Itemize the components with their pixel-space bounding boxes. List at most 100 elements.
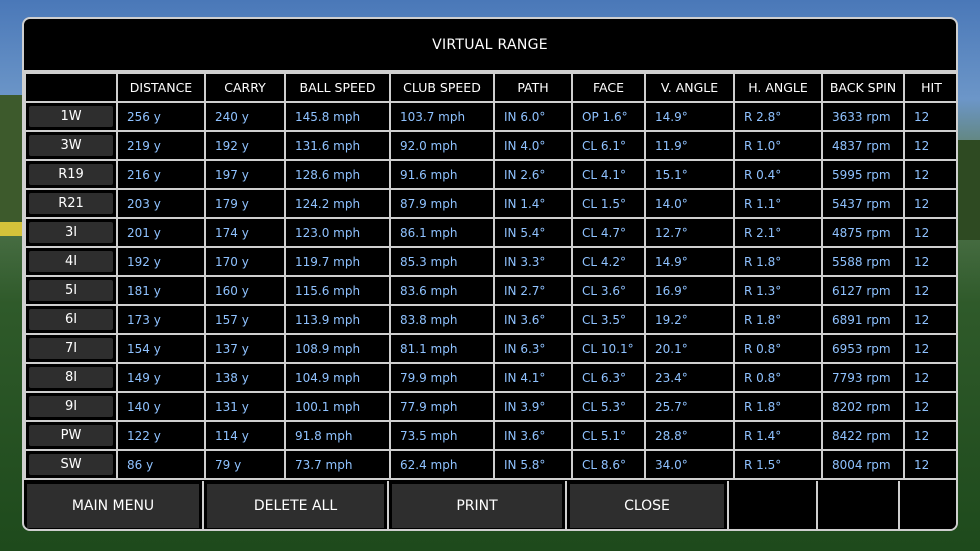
club-cell: 5I (24, 275, 118, 306)
carry-cell: 170 y (204, 246, 286, 277)
v-angle-cell: 34.0° (644, 449, 735, 480)
ball-speed-cell: 108.9 mph (284, 333, 391, 364)
back-spin-cell: 8004 rpm (821, 449, 905, 480)
distance-cell: 154 y (116, 333, 206, 364)
hit-cell: 12 (903, 391, 956, 422)
h-angle-cell: R 1.8° (733, 246, 823, 277)
path-cell: IN 6.3° (493, 333, 573, 364)
table-row: SW 86 y 79 y 73.7 mph 62.4 mph IN 5.8° CL 8.6°… (24, 449, 956, 480)
virtual-range-panel: VIRTUAL RANGE DISTANCE CARRY BALL SPEED … (22, 17, 958, 531)
h-angle-cell: R 1.0° (733, 130, 823, 161)
header-club (24, 72, 118, 103)
club-cell: SW (24, 449, 118, 480)
distance-cell: 181 y (116, 275, 206, 306)
club-cell: 9I (24, 391, 118, 422)
v-angle-cell: 23.4° (644, 362, 735, 393)
face-cell: CL 6.1° (571, 130, 646, 161)
path-cell: IN 2.6° (493, 159, 573, 190)
table-header-row: DISTANCE CARRY BALL SPEED CLUB SPEED PAT… (24, 72, 956, 103)
club-button[interactable]: 7I (29, 338, 113, 359)
face-cell: CL 6.3° (571, 362, 646, 393)
path-cell: IN 3.6° (493, 420, 573, 451)
club-speed-cell: 62.4 mph (389, 449, 495, 480)
close-cell: CLOSE (567, 481, 729, 529)
header-h-angle: H. ANGLE (733, 72, 823, 103)
back-spin-cell: 6891 rpm (821, 304, 905, 335)
h-angle-cell: R 1.8° (733, 304, 823, 335)
path-cell: IN 5.4° (493, 217, 573, 248)
v-angle-cell: 14.0° (644, 188, 735, 219)
face-cell: CL 1.5° (571, 188, 646, 219)
path-cell: IN 4.0° (493, 130, 573, 161)
path-cell: IN 3.9° (493, 391, 573, 422)
back-spin-cell: 8202 rpm (821, 391, 905, 422)
h-angle-cell: R 2.1° (733, 217, 823, 248)
club-cell: R19 (24, 159, 118, 190)
empty-footer-cell (818, 481, 900, 529)
v-angle-cell: 28.8° (644, 420, 735, 451)
face-cell: CL 8.6° (571, 449, 646, 480)
v-angle-cell: 12.7° (644, 217, 735, 248)
v-angle-cell: 25.7° (644, 391, 735, 422)
h-angle-cell: R 2.8° (733, 101, 823, 132)
club-button[interactable]: 5I (29, 280, 113, 301)
club-button[interactable]: 3I (29, 222, 113, 243)
club-button[interactable]: R21 (29, 193, 113, 214)
close-button[interactable]: CLOSE (570, 484, 724, 528)
v-angle-cell: 15.1° (644, 159, 735, 190)
club-button[interactable]: 1W (29, 106, 113, 127)
table-row: 9I 140 y 131 y 100.1 mph 77.9 mph IN 3.9° CL 5… (24, 391, 956, 422)
ball-speed-cell: 131.6 mph (284, 130, 391, 161)
back-spin-cell: 6127 rpm (821, 275, 905, 306)
face-cell: CL 4.1° (571, 159, 646, 190)
main-menu-button[interactable]: MAIN MENU (27, 484, 199, 528)
main-menu-cell: MAIN MENU (24, 481, 204, 529)
club-button[interactable]: 8I (29, 367, 113, 388)
distance-cell: 256 y (116, 101, 206, 132)
delete-all-button[interactable]: DELETE ALL (207, 484, 384, 528)
club-button[interactable]: 6I (29, 309, 113, 330)
v-angle-cell: 20.1° (644, 333, 735, 364)
back-spin-cell: 5437 rpm (821, 188, 905, 219)
club-speed-cell: 81.1 mph (389, 333, 495, 364)
ball-speed-cell: 145.8 mph (284, 101, 391, 132)
distance-cell: 140 y (116, 391, 206, 422)
distance-cell: 219 y (116, 130, 206, 161)
club-button[interactable]: 3W (29, 135, 113, 156)
club-speed-cell: 83.6 mph (389, 275, 495, 306)
club-cell: 6I (24, 304, 118, 335)
back-spin-cell: 4837 rpm (821, 130, 905, 161)
header-face: FACE (571, 72, 646, 103)
hit-cell: 12 (903, 188, 956, 219)
path-cell: IN 4.1° (493, 362, 573, 393)
ball-speed-cell: 119.7 mph (284, 246, 391, 277)
h-angle-cell: R 1.3° (733, 275, 823, 306)
carry-cell: 131 y (204, 391, 286, 422)
club-speed-cell: 77.9 mph (389, 391, 495, 422)
h-angle-cell: R 0.8° (733, 333, 823, 364)
club-button[interactable]: SW (29, 454, 113, 475)
footer-buttons: MAIN MENU DELETE ALL PRINT CLOSE (24, 481, 956, 529)
print-button[interactable]: PRINT (392, 484, 562, 528)
ball-speed-cell: 128.6 mph (284, 159, 391, 190)
carry-cell: 240 y (204, 101, 286, 132)
back-spin-cell: 5588 rpm (821, 246, 905, 277)
club-button[interactable]: PW (29, 425, 113, 446)
club-button[interactable]: 4I (29, 251, 113, 272)
hit-cell: 12 (903, 246, 956, 277)
h-angle-cell: R 0.8° (733, 362, 823, 393)
distance-cell: 86 y (116, 449, 206, 480)
h-angle-cell: R 1.8° (733, 391, 823, 422)
club-button[interactable]: 9I (29, 396, 113, 417)
path-cell: IN 1.4° (493, 188, 573, 219)
hit-cell: 12 (903, 449, 956, 480)
table-row: PW 122 y 114 y 91.8 mph 73.5 mph IN 3.6° CL 5.… (24, 420, 956, 451)
v-angle-cell: 19.2° (644, 304, 735, 335)
carry-cell: 192 y (204, 130, 286, 161)
panel-title: VIRTUAL RANGE (24, 19, 956, 72)
club-button[interactable]: R19 (29, 164, 113, 185)
back-spin-cell: 3633 rpm (821, 101, 905, 132)
face-cell: CL 10.1° (571, 333, 646, 364)
club-speed-cell: 83.8 mph (389, 304, 495, 335)
path-cell: IN 3.6° (493, 304, 573, 335)
